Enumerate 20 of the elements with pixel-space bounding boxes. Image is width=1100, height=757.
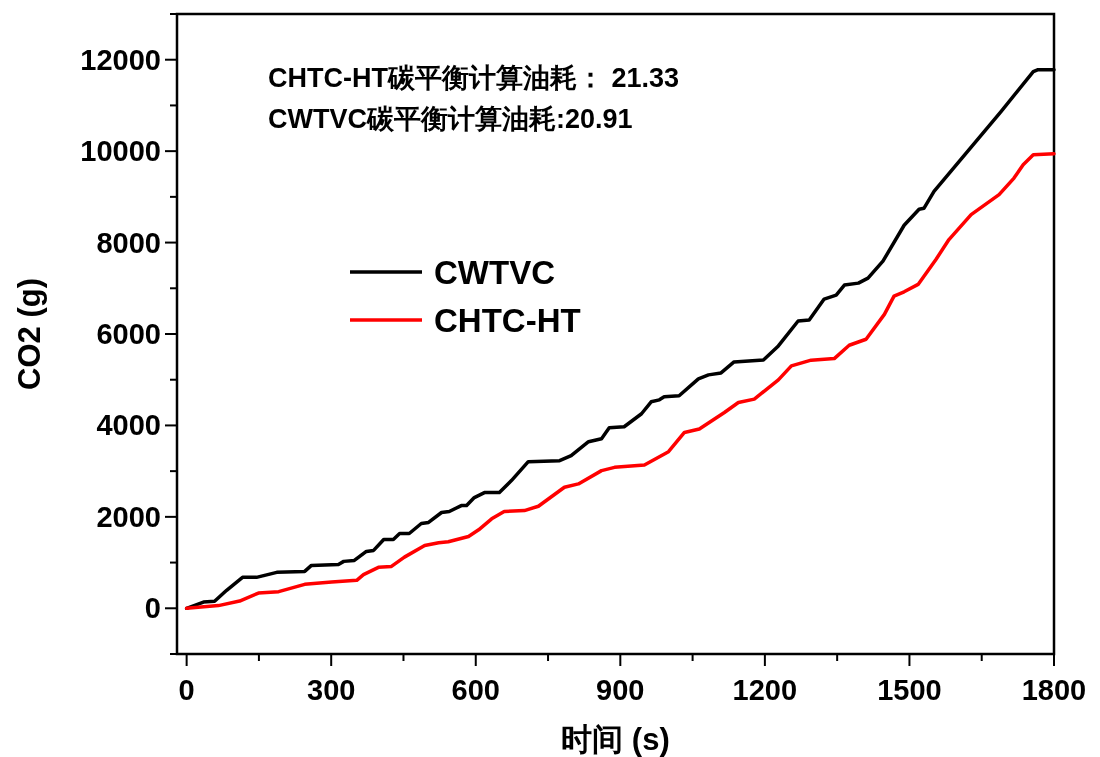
y-tick-label: 12000 bbox=[80, 43, 161, 76]
y-axis-title: CO2 (g) bbox=[12, 278, 47, 390]
y-tick-label: 10000 bbox=[80, 135, 161, 168]
x-tick-label: 1500 bbox=[877, 674, 942, 706]
y-tick-label: 6000 bbox=[96, 318, 161, 350]
x-axis-title: 时间 (s) bbox=[561, 722, 670, 757]
x-tick-label: 1800 bbox=[1021, 674, 1087, 706]
x-tick-label: 0 bbox=[178, 674, 195, 706]
legend-label: CHTC-HT bbox=[434, 302, 581, 339]
legend-label: CWTVC bbox=[434, 254, 555, 291]
y-tick-label: 0 bbox=[144, 592, 161, 625]
y-tick-label: 8000 bbox=[96, 226, 161, 259]
y-tick-label: 4000 bbox=[96, 409, 161, 442]
annotation: CWTVC碳平衡计算油耗:20.91 bbox=[268, 104, 633, 134]
x-tick-label: 300 bbox=[307, 674, 356, 706]
x-tick-label: 1200 bbox=[732, 674, 798, 706]
y-tick-label: 2000 bbox=[96, 500, 161, 533]
x-tick-label: 900 bbox=[596, 674, 645, 706]
x-tick-label: 600 bbox=[451, 674, 500, 706]
annotation: CHTC-HT碳平衡计算油耗： 21.33 bbox=[268, 63, 680, 93]
